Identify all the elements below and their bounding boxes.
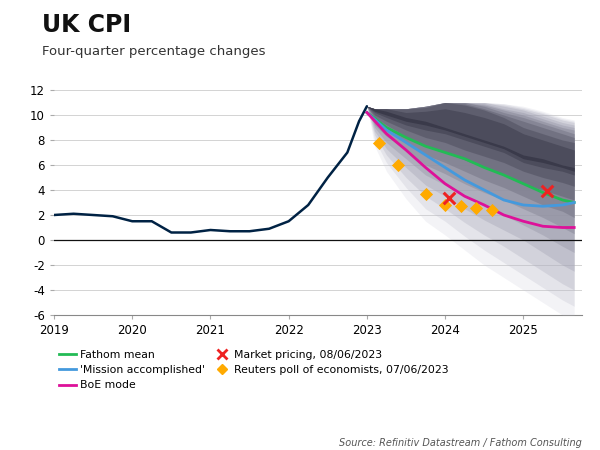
Point bbox=[487, 207, 497, 214]
Point bbox=[394, 162, 403, 169]
Point bbox=[542, 188, 551, 195]
Text: Source: Refinitiv Datastream / Fathom Consulting: Source: Refinitiv Datastream / Fathom Co… bbox=[339, 438, 582, 448]
Text: Four-quarter percentage changes: Four-quarter percentage changes bbox=[42, 45, 265, 58]
Point bbox=[440, 202, 450, 209]
Point bbox=[374, 139, 383, 146]
Point bbox=[472, 204, 481, 212]
Point bbox=[456, 202, 466, 210]
Point bbox=[421, 190, 430, 198]
Legend: Fathom mean, 'Mission accomplished', BoE mode, Market pricing, 08/06/2023, Reute: Fathom mean, 'Mission accomplished', BoE… bbox=[59, 350, 449, 391]
Point bbox=[444, 194, 454, 201]
Text: UK CPI: UK CPI bbox=[42, 14, 131, 37]
